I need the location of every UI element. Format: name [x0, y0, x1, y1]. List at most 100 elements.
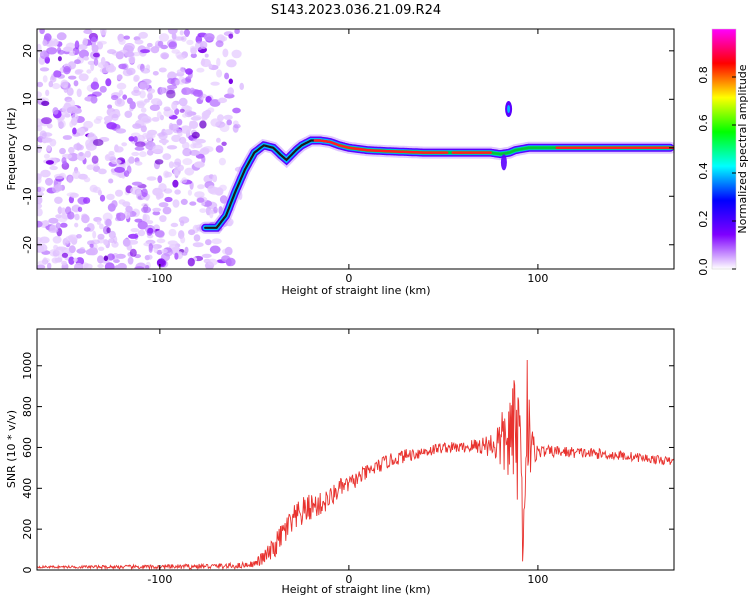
- noise-blob: [209, 99, 221, 107]
- noise-blob: [74, 262, 84, 269]
- noise-blob: [209, 245, 221, 254]
- noise-blob: [130, 186, 142, 195]
- noise-blob: [90, 239, 101, 245]
- noise-blob: [42, 137, 53, 143]
- noise-blob: [45, 89, 50, 97]
- noise-blob: [90, 81, 100, 90]
- noise-blob: [102, 212, 113, 222]
- noise-blob: [106, 193, 115, 201]
- noise-blob: [175, 79, 180, 86]
- noise-blob: [179, 30, 184, 36]
- y-tick-label: -10: [21, 187, 34, 205]
- noise-blob: [131, 181, 143, 186]
- noise-blob: [103, 255, 109, 262]
- noise-blob: [116, 212, 126, 221]
- noise-blob: [163, 188, 173, 194]
- noise-blob: [199, 208, 207, 214]
- snr-frame: [36, 328, 675, 571]
- noise-blob: [214, 187, 224, 196]
- noise-blob: [146, 149, 154, 156]
- noise-blob: [63, 66, 71, 75]
- noise-blob: [154, 230, 165, 238]
- noise-blob: [115, 189, 123, 197]
- colorbar-frame: [711, 28, 737, 270]
- noise-blob: [128, 55, 136, 64]
- noise-blob: [133, 136, 138, 143]
- noise-blob: [42, 75, 48, 83]
- noise-blob: [152, 144, 164, 154]
- noise-blob: [126, 165, 132, 174]
- noise-blob: [207, 185, 216, 194]
- noise-blob: [68, 195, 74, 204]
- ridge-spike-core: [507, 105, 511, 113]
- noise-blob: [190, 45, 197, 52]
- y-tick-label: -20: [21, 236, 34, 254]
- noise-blob: [66, 106, 78, 114]
- noise-blob: [37, 81, 44, 88]
- noise-blob: [52, 236, 62, 244]
- x-tick-label: 0: [345, 272, 352, 285]
- noise-blob: [140, 125, 147, 133]
- noise-blob: [222, 48, 229, 58]
- noise-blob: [54, 183, 63, 192]
- snr-panel: -100 0 100 0 200 400 600 800 1000 Height of str…: [5, 328, 675, 596]
- noise-blob: [74, 213, 80, 221]
- noise-blob: [45, 177, 53, 186]
- noise-blob: [61, 252, 69, 258]
- noise-blob: [62, 135, 73, 140]
- noise-blob: [158, 67, 167, 73]
- noise-blob: [138, 31, 148, 39]
- noise-blob: [189, 201, 197, 206]
- noise-blob: [72, 127, 77, 135]
- snr-x-label: Height of straight line (km): [281, 583, 430, 596]
- noise-blob: [216, 137, 221, 143]
- noise-blob: [226, 59, 237, 68]
- noise-blob: [130, 132, 141, 138]
- noise-blob: [83, 120, 94, 129]
- noise-blob: [100, 29, 107, 36]
- noise-blob: [185, 68, 193, 75]
- noise-blob: [42, 39, 48, 47]
- noise-blob: [65, 206, 72, 215]
- noise-blob: [104, 262, 115, 269]
- noise-blob: [76, 88, 82, 98]
- noise-blob: [133, 74, 140, 82]
- noise-blob: [45, 160, 55, 165]
- noise-blob: [131, 151, 140, 157]
- noise-blob: [152, 211, 161, 216]
- noise-blob: [111, 241, 119, 248]
- noise-blob: [180, 236, 186, 244]
- noise-blob: [194, 191, 205, 198]
- noise-blob: [118, 38, 126, 45]
- noise-blob: [52, 107, 59, 115]
- noise-blob: [179, 66, 185, 72]
- snr-x-ticks: -100 0 100: [147, 329, 548, 586]
- noise-blob: [139, 151, 147, 158]
- noise-blob: [75, 69, 84, 74]
- noise-blob: [157, 175, 163, 184]
- noise-blob: [153, 245, 159, 254]
- noise-blob: [61, 260, 67, 266]
- noise-blob: [37, 203, 43, 209]
- noise-blob: [182, 158, 193, 166]
- noise-blob: [216, 57, 221, 67]
- x-tick-label: 100: [527, 573, 548, 586]
- noise-blob: [232, 107, 241, 114]
- noise-blob: [239, 82, 244, 90]
- noise-blob: [193, 161, 205, 168]
- noise-blob: [124, 110, 133, 119]
- noise-blob: [37, 91, 42, 99]
- noise-blob: [193, 234, 201, 242]
- noise-blob: [168, 41, 177, 50]
- noise-blob: [199, 41, 208, 49]
- noise-blob: [172, 161, 182, 168]
- x-tick-label: -100: [147, 573, 172, 586]
- noise-blob: [106, 227, 111, 234]
- noise-blob: [156, 111, 162, 119]
- noise-blob: [98, 246, 105, 251]
- noise-blob: [86, 164, 95, 170]
- noise-blob: [103, 239, 109, 246]
- noise-blob: [197, 184, 205, 190]
- noise-blob: [126, 97, 133, 105]
